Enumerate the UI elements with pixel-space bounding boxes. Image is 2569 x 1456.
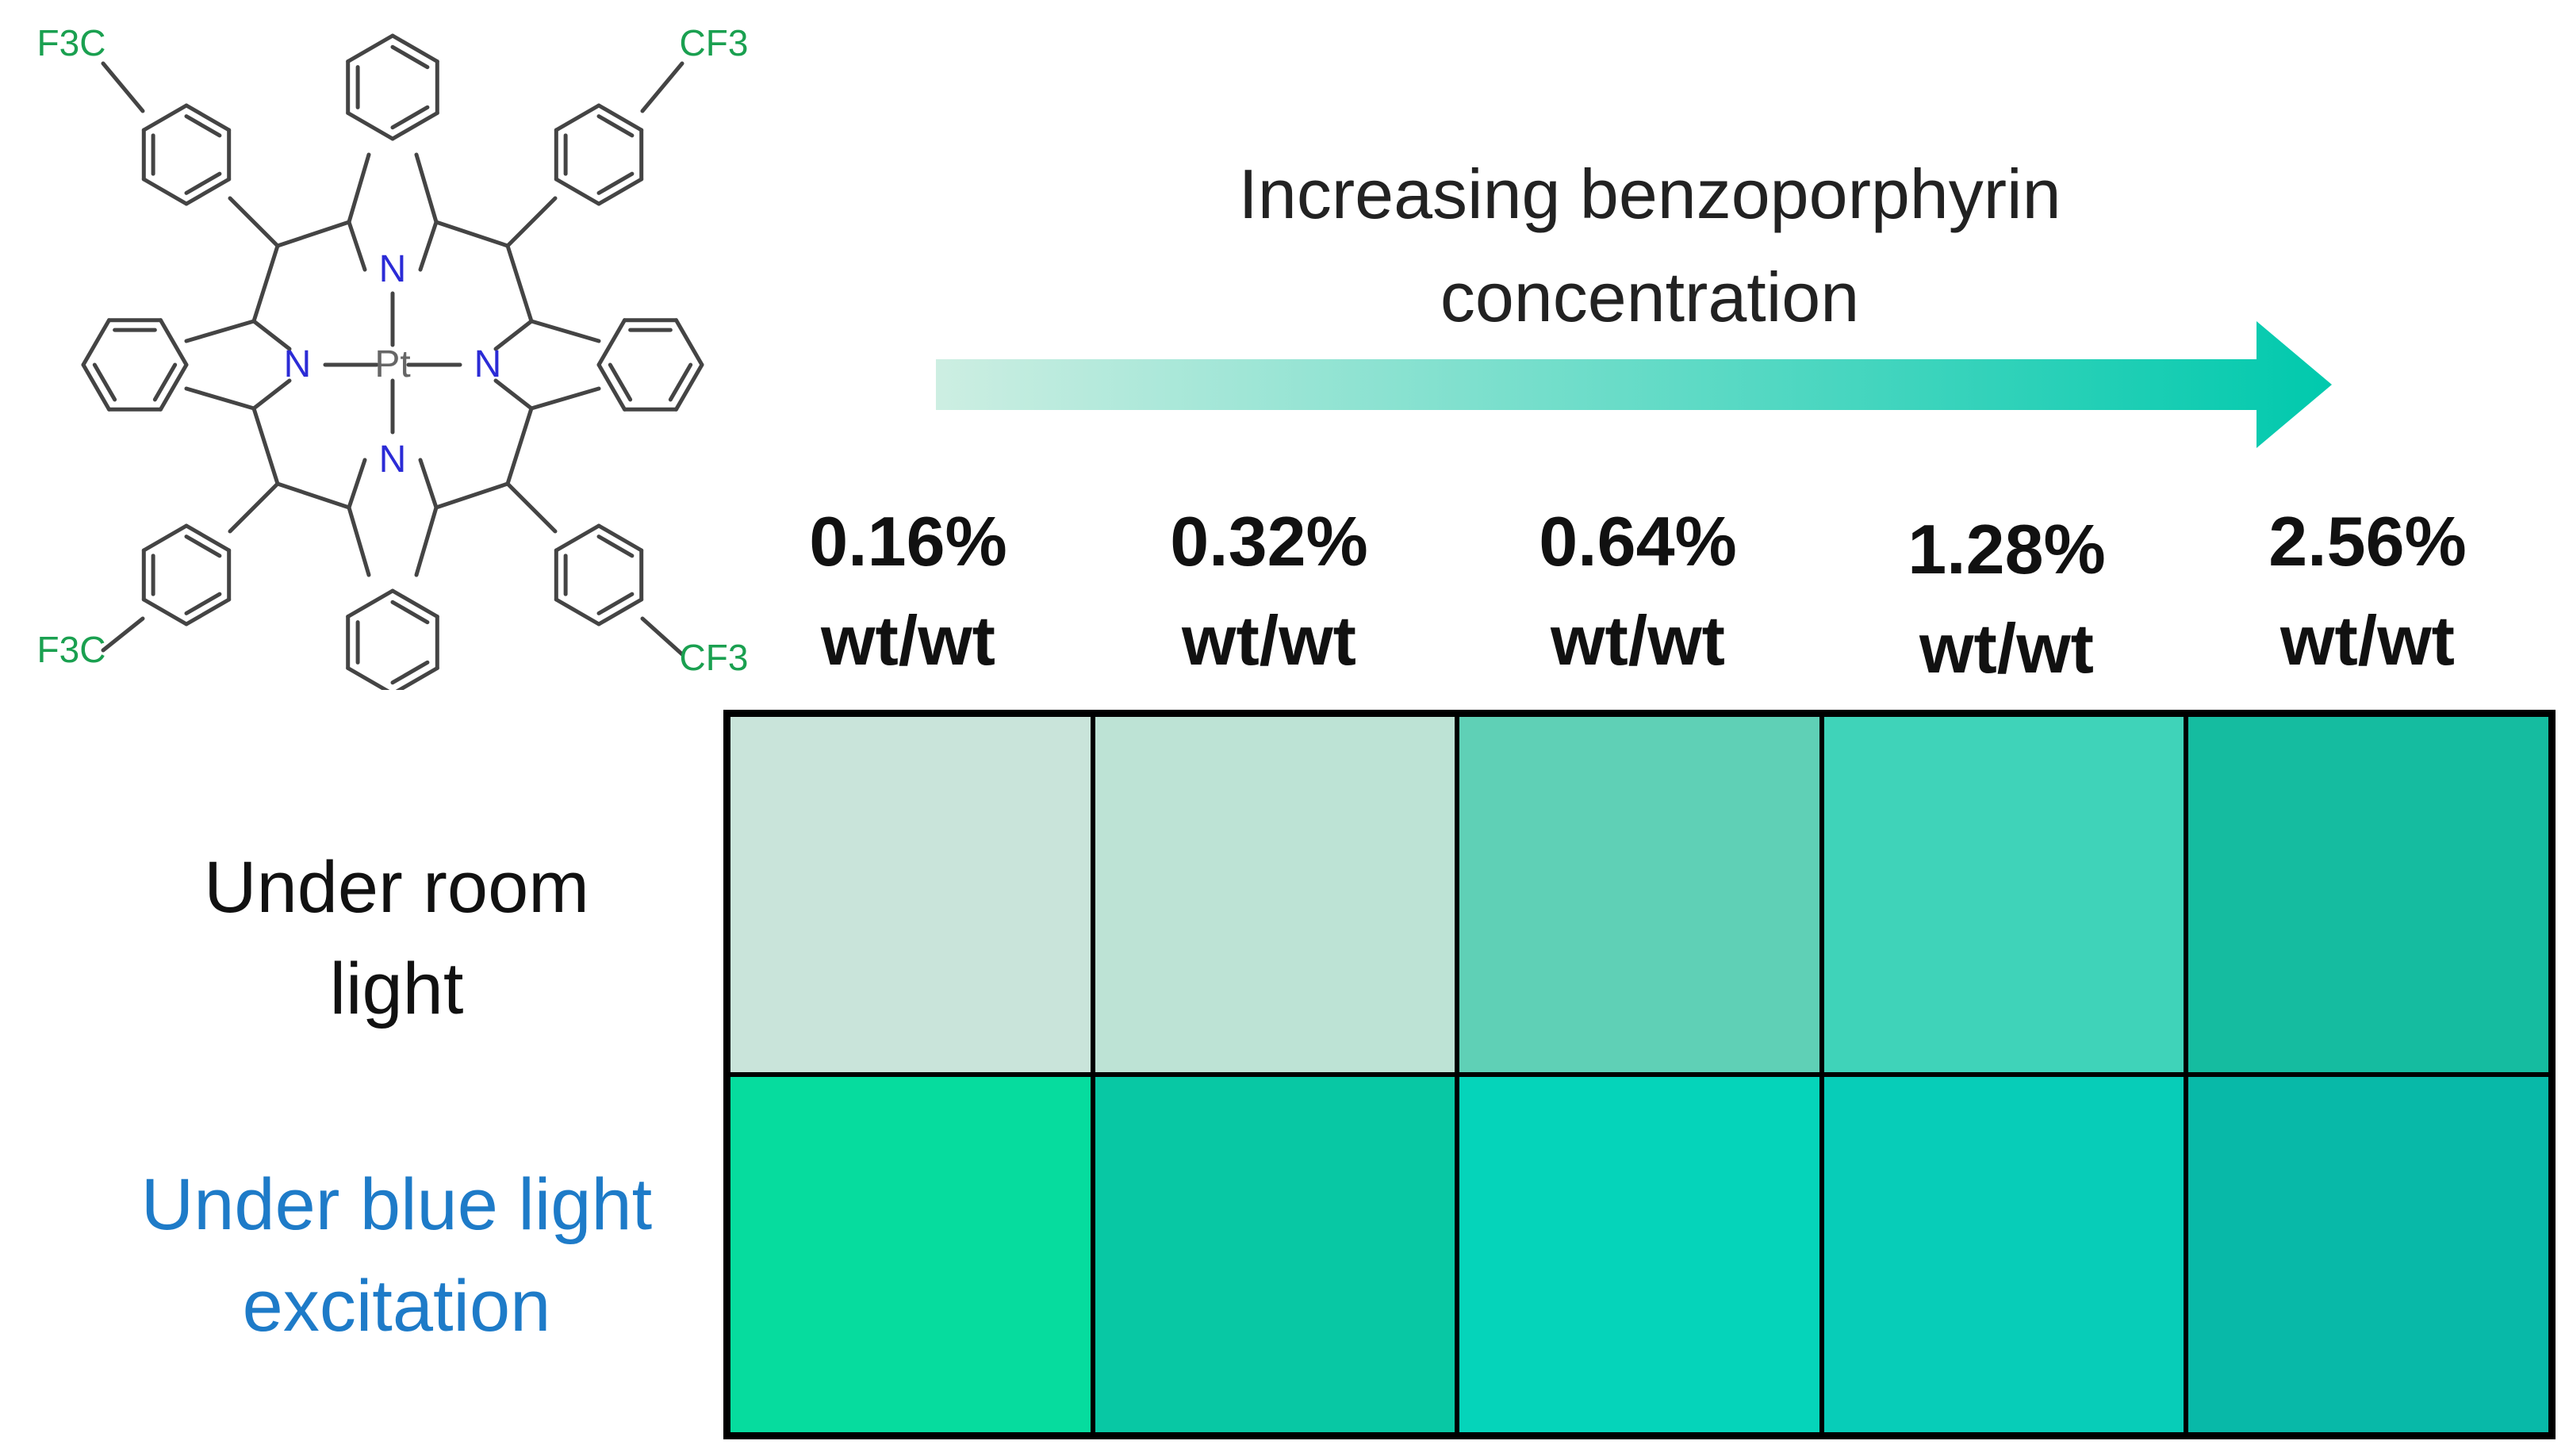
structure-bonds <box>81 33 704 690</box>
concentration-label-5: 2.56% wt/wt <box>2185 492 2550 690</box>
cf3-top-right-label: CF3 <box>680 22 749 63</box>
concentration-unit: wt/wt <box>1551 601 1725 680</box>
swatch-room-light-4 <box>1821 715 2187 1075</box>
cf3-bottom-left-label: F3C <box>37 629 106 670</box>
swatch-blue-light-4 <box>1821 1075 2187 1435</box>
row-label-line2: light <box>329 948 464 1029</box>
sample-swatch-grid <box>723 710 2556 1439</box>
swatch-blue-light-2 <box>1092 1075 1458 1435</box>
concentration-unit: wt/wt <box>1182 601 1356 680</box>
concentration-label-1: 0.16% wt/wt <box>726 492 1091 690</box>
row-label-blue-light: Under blue light excitation <box>71 1154 722 1357</box>
row-label-line1: Under room <box>204 847 589 928</box>
concentration-value: 0.16% <box>809 502 1007 580</box>
concentration-label-2: 0.32% wt/wt <box>1087 492 1451 690</box>
cf3-top-left-label: F3C <box>37 22 106 63</box>
arrow-caption-line2: concentration <box>1440 258 1860 336</box>
arrow-caption: Increasing benzoporphyrin concentration <box>984 143 2316 349</box>
concentration-value: 0.64% <box>1539 502 1737 580</box>
row-label-line2: excitation <box>242 1266 551 1347</box>
swatch-blue-light-3 <box>1457 1075 1822 1435</box>
arrow-shape <box>936 321 2332 448</box>
concentration-unit: wt/wt <box>2280 601 2455 680</box>
platinum-label: Pt <box>374 343 410 385</box>
concentration-value: 0.32% <box>1170 502 1368 580</box>
cf3-bottom-right-label: CF3 <box>680 637 749 678</box>
nitrogen-left-label: N <box>284 343 312 385</box>
row-label-room-light: Under room light <box>71 837 722 1040</box>
swatch-blue-light-1 <box>728 1075 1093 1435</box>
concentration-value: 1.28% <box>1908 510 2106 588</box>
benzoporphyrin-structure: N N N N Pt F3C CF3 F3C CF3 <box>37 22 749 690</box>
swatch-room-light-3 <box>1457 715 1822 1075</box>
concentration-arrow <box>936 321 2332 448</box>
concentration-label-3: 0.64% wt/wt <box>1455 492 1820 690</box>
nitrogen-top-label: N <box>379 248 407 290</box>
nitrogen-bottom-label: N <box>379 439 407 481</box>
concentration-label-4: 1.28% wt/wt <box>1824 500 2189 698</box>
arrow-caption-line1: Increasing benzoporphyrin <box>1238 155 2061 233</box>
concentration-value: 2.56% <box>2268 502 2467 580</box>
swatch-blue-light-5 <box>2186 1075 2551 1435</box>
swatch-room-light-2 <box>1092 715 1458 1075</box>
nitrogen-right-label: N <box>474 343 502 385</box>
concentration-unit: wt/wt <box>821 601 995 680</box>
concentration-unit: wt/wt <box>1919 609 2094 688</box>
row-label-line1: Under blue light <box>140 1164 653 1245</box>
swatch-room-light-5 <box>2186 715 2551 1075</box>
swatch-room-light-1 <box>728 715 1093 1075</box>
